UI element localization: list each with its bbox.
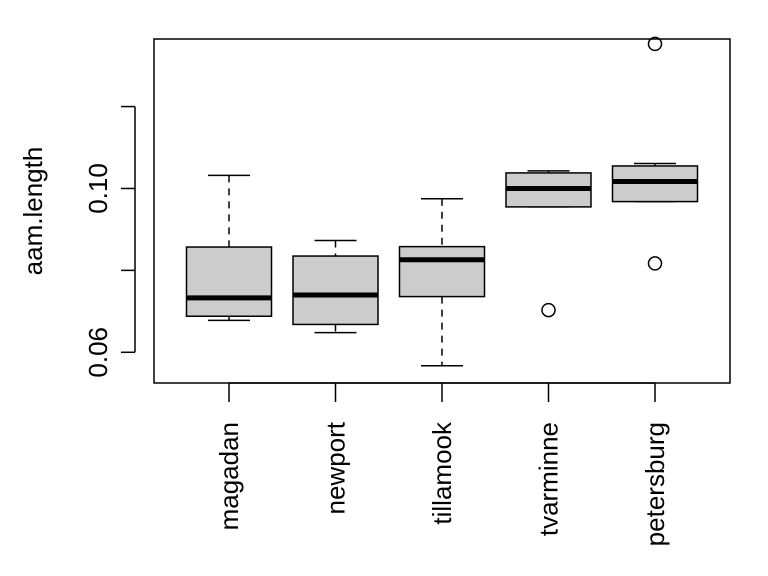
x-tick-label-magadan: magadan (214, 422, 244, 530)
box-newport (292, 239, 379, 334)
x-tick-label-tvarminne: tvarminne (534, 422, 564, 536)
box-iqr (292, 255, 379, 326)
box-tillamook (398, 197, 486, 367)
y-axis: 0.06 0.10 (83, 105, 136, 378)
y-tick-label: 0.10 (83, 163, 113, 214)
x-tick-label-newport: newport (321, 421, 351, 514)
boxes (185, 36, 699, 367)
outlier-point (647, 36, 663, 52)
outlier-point (541, 302, 556, 318)
box-magadan (185, 174, 273, 322)
x-tick-label-petersburg: petersburg (640, 422, 670, 546)
box-petersburg (611, 36, 699, 271)
x-axis: magadan newport tillamook tvarminne petersbu… (214, 382, 670, 546)
box-iqr (185, 246, 273, 317)
box-iqr (398, 245, 486, 298)
y-tick-label: 0.06 (83, 327, 113, 378)
box-tvarminne (505, 170, 592, 318)
outlier-point (647, 256, 663, 271)
x-tick-label-tillamook: tillamook (427, 421, 457, 525)
y-axis-label: aam.length (18, 147, 48, 276)
plot-frame (153, 38, 731, 384)
